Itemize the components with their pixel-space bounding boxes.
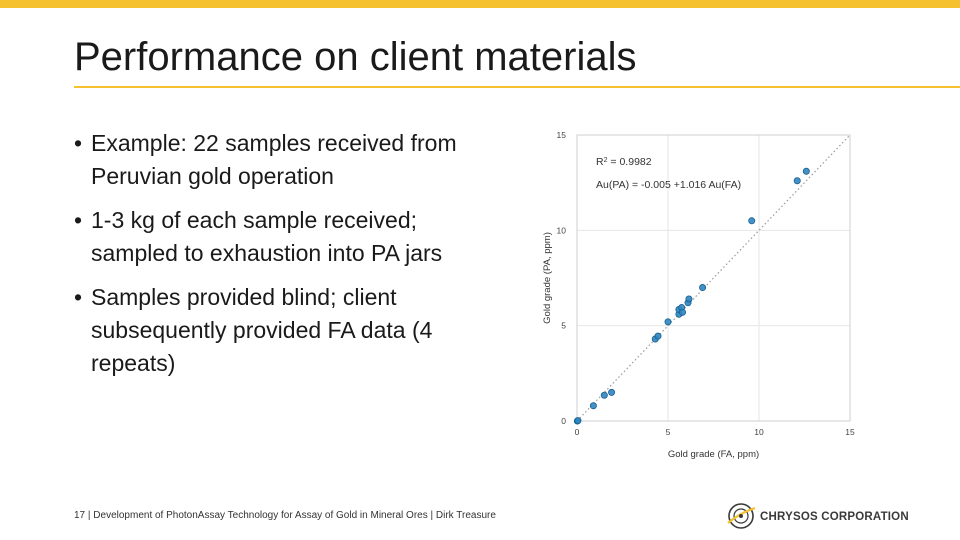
bullet-dot-icon: • <box>74 207 83 233</box>
y-tick-label: 10 <box>557 225 567 235</box>
r-squared-superscript: 2 <box>604 157 608 164</box>
x-tick-label: 10 <box>754 427 764 437</box>
bullet-dot-icon: • <box>74 284 83 310</box>
data-point <box>793 177 801 185</box>
regression-equation: Au(PA) = -0.005 +1.016 Au(FA) <box>596 179 741 191</box>
r-squared-annotation: R2 = 0.9982 <box>596 156 652 168</box>
title-divider <box>74 86 960 88</box>
plot-frame <box>576 134 851 422</box>
slide-title: Performance on client materials <box>74 35 637 79</box>
bullet-text: 1-3 kg of each sample received; sampled … <box>91 207 443 266</box>
data-point <box>802 167 810 175</box>
x-tick-label: 15 <box>845 427 855 437</box>
logo-wordmark: CHRYSOS CORPORATION <box>760 511 909 523</box>
bullet-text: Samples provided blind; client subsequen… <box>91 284 433 376</box>
x-tick-label: 0 <box>575 427 580 437</box>
scatter-chart: 0 5 10 15 0 5 10 15 R2 = 0.9982 Au(PA) = -0.00… <box>542 130 855 460</box>
y-tick-label: 0 <box>561 416 566 426</box>
data-point <box>589 402 597 410</box>
bullet-list: • Example: 22 samples received from Peru… <box>74 127 494 391</box>
data-point <box>679 308 687 316</box>
bullet-item: • Example: 22 samples received from Peru… <box>74 127 494 193</box>
footer-text: Development of PhotonAssay Technology fo… <box>93 510 496 521</box>
company-logo: CHRYSOS CORPORATION <box>724 496 909 536</box>
chrysos-logo-icon <box>727 503 756 529</box>
data-point <box>748 217 756 225</box>
data-point <box>699 284 707 292</box>
data-point <box>600 391 608 399</box>
reference-line <box>576 134 851 422</box>
x-tick-labels: 0 5 10 15 <box>575 427 855 437</box>
r-squared-value: = 0.9982 <box>608 156 652 168</box>
bullet-dot-icon: • <box>74 130 83 156</box>
y-tick-labels: 0 5 10 15 <box>557 130 567 426</box>
x-tick-label: 5 <box>666 427 671 437</box>
page-number: 17 <box>74 510 86 521</box>
x-axis-label: Gold grade (FA, ppm) <box>668 449 759 460</box>
footer-separator: | <box>87 510 94 521</box>
data-points <box>573 167 810 425</box>
data-point <box>608 388 616 396</box>
top-accent-bar <box>0 0 960 8</box>
data-point <box>574 417 582 425</box>
bullet-item: • 1-3 kg of each sample received; sample… <box>74 204 494 270</box>
data-point <box>654 332 662 340</box>
y-tick-label: 15 <box>557 130 567 140</box>
data-point <box>664 318 672 326</box>
bullet-item: • Samples provided blind; client subsequ… <box>74 281 494 380</box>
slide-footer: 17 | Development of PhotonAssay Technolo… <box>74 510 496 521</box>
data-point <box>685 295 693 303</box>
bullet-text: Example: 22 samples received from Peruvi… <box>91 130 457 189</box>
y-tick-label: 5 <box>561 321 566 331</box>
r-squared-symbol: R <box>596 156 604 168</box>
y-axis-label: Gold grade (PA, ppm) <box>542 232 553 324</box>
